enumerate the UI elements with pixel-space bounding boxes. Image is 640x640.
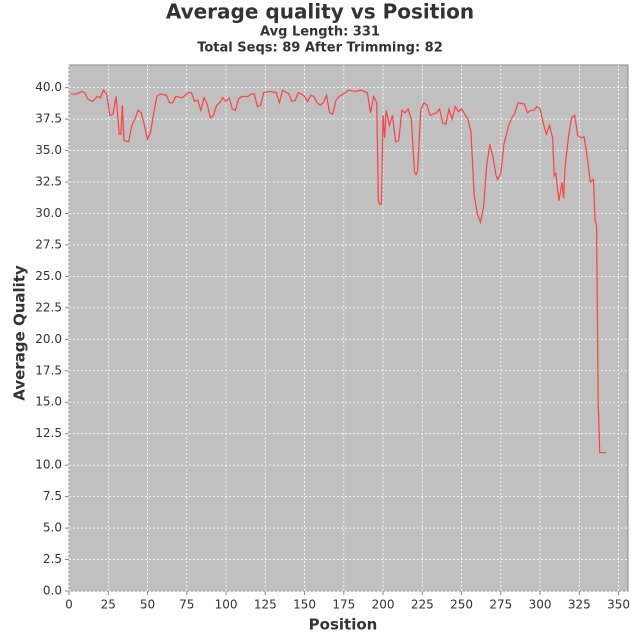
subtitle: Avg Length: 331 <box>260 25 380 40</box>
x-tick-label: 50 <box>140 598 155 612</box>
x-tick-label: 250 <box>450 598 473 612</box>
y-tick-label: 10.0 <box>35 458 62 472</box>
y-tick-label: 17.5 <box>35 363 62 377</box>
x-axis-label: Position <box>309 616 378 634</box>
y-tick-label: 2.5 <box>43 552 62 566</box>
x-tick-label: 275 <box>489 598 512 612</box>
y-tick-label: 0.0 <box>43 584 62 598</box>
y-tick-label: 30.0 <box>35 206 62 220</box>
y-tick-label: 7.5 <box>43 489 62 503</box>
y-tick-label: 35.0 <box>35 143 62 157</box>
y-tick-label: 40.0 <box>35 80 62 94</box>
x-tick-label: 225 <box>411 598 434 612</box>
x-tick-label: 300 <box>529 598 552 612</box>
x-tick-label: 75 <box>179 598 194 612</box>
subtitle: Total Seqs: 89 After Trimming: 82 <box>197 41 443 56</box>
x-tick-label: 0 <box>65 598 73 612</box>
y-tick-label: 12.5 <box>35 426 62 440</box>
y-tick-label: 32.5 <box>35 175 62 189</box>
data-line <box>70 89 607 454</box>
y-tick-label: 27.5 <box>35 237 62 251</box>
x-tick-label: 350 <box>607 598 630 612</box>
x-tick-label: 125 <box>254 598 277 612</box>
y-tick-label: 5.0 <box>43 521 62 535</box>
plot-area <box>68 64 629 592</box>
x-tick-label: 175 <box>332 598 355 612</box>
x-tick-label: 25 <box>101 598 116 612</box>
x-tick-label: 100 <box>215 598 238 612</box>
y-tick-label: 15.0 <box>35 395 62 409</box>
y-tick-label: 37.5 <box>35 112 62 126</box>
x-tick-label: 325 <box>568 598 591 612</box>
chart-title: Average quality vs Position <box>166 0 474 24</box>
y-axis-label: Average Quality <box>11 265 29 401</box>
y-tick-label: 25.0 <box>35 269 62 283</box>
x-tick-label: 200 <box>372 598 395 612</box>
y-tick-label: 20.0 <box>35 332 62 346</box>
x-tick-label: 150 <box>293 598 316 612</box>
y-tick-label: 22.5 <box>35 300 62 314</box>
